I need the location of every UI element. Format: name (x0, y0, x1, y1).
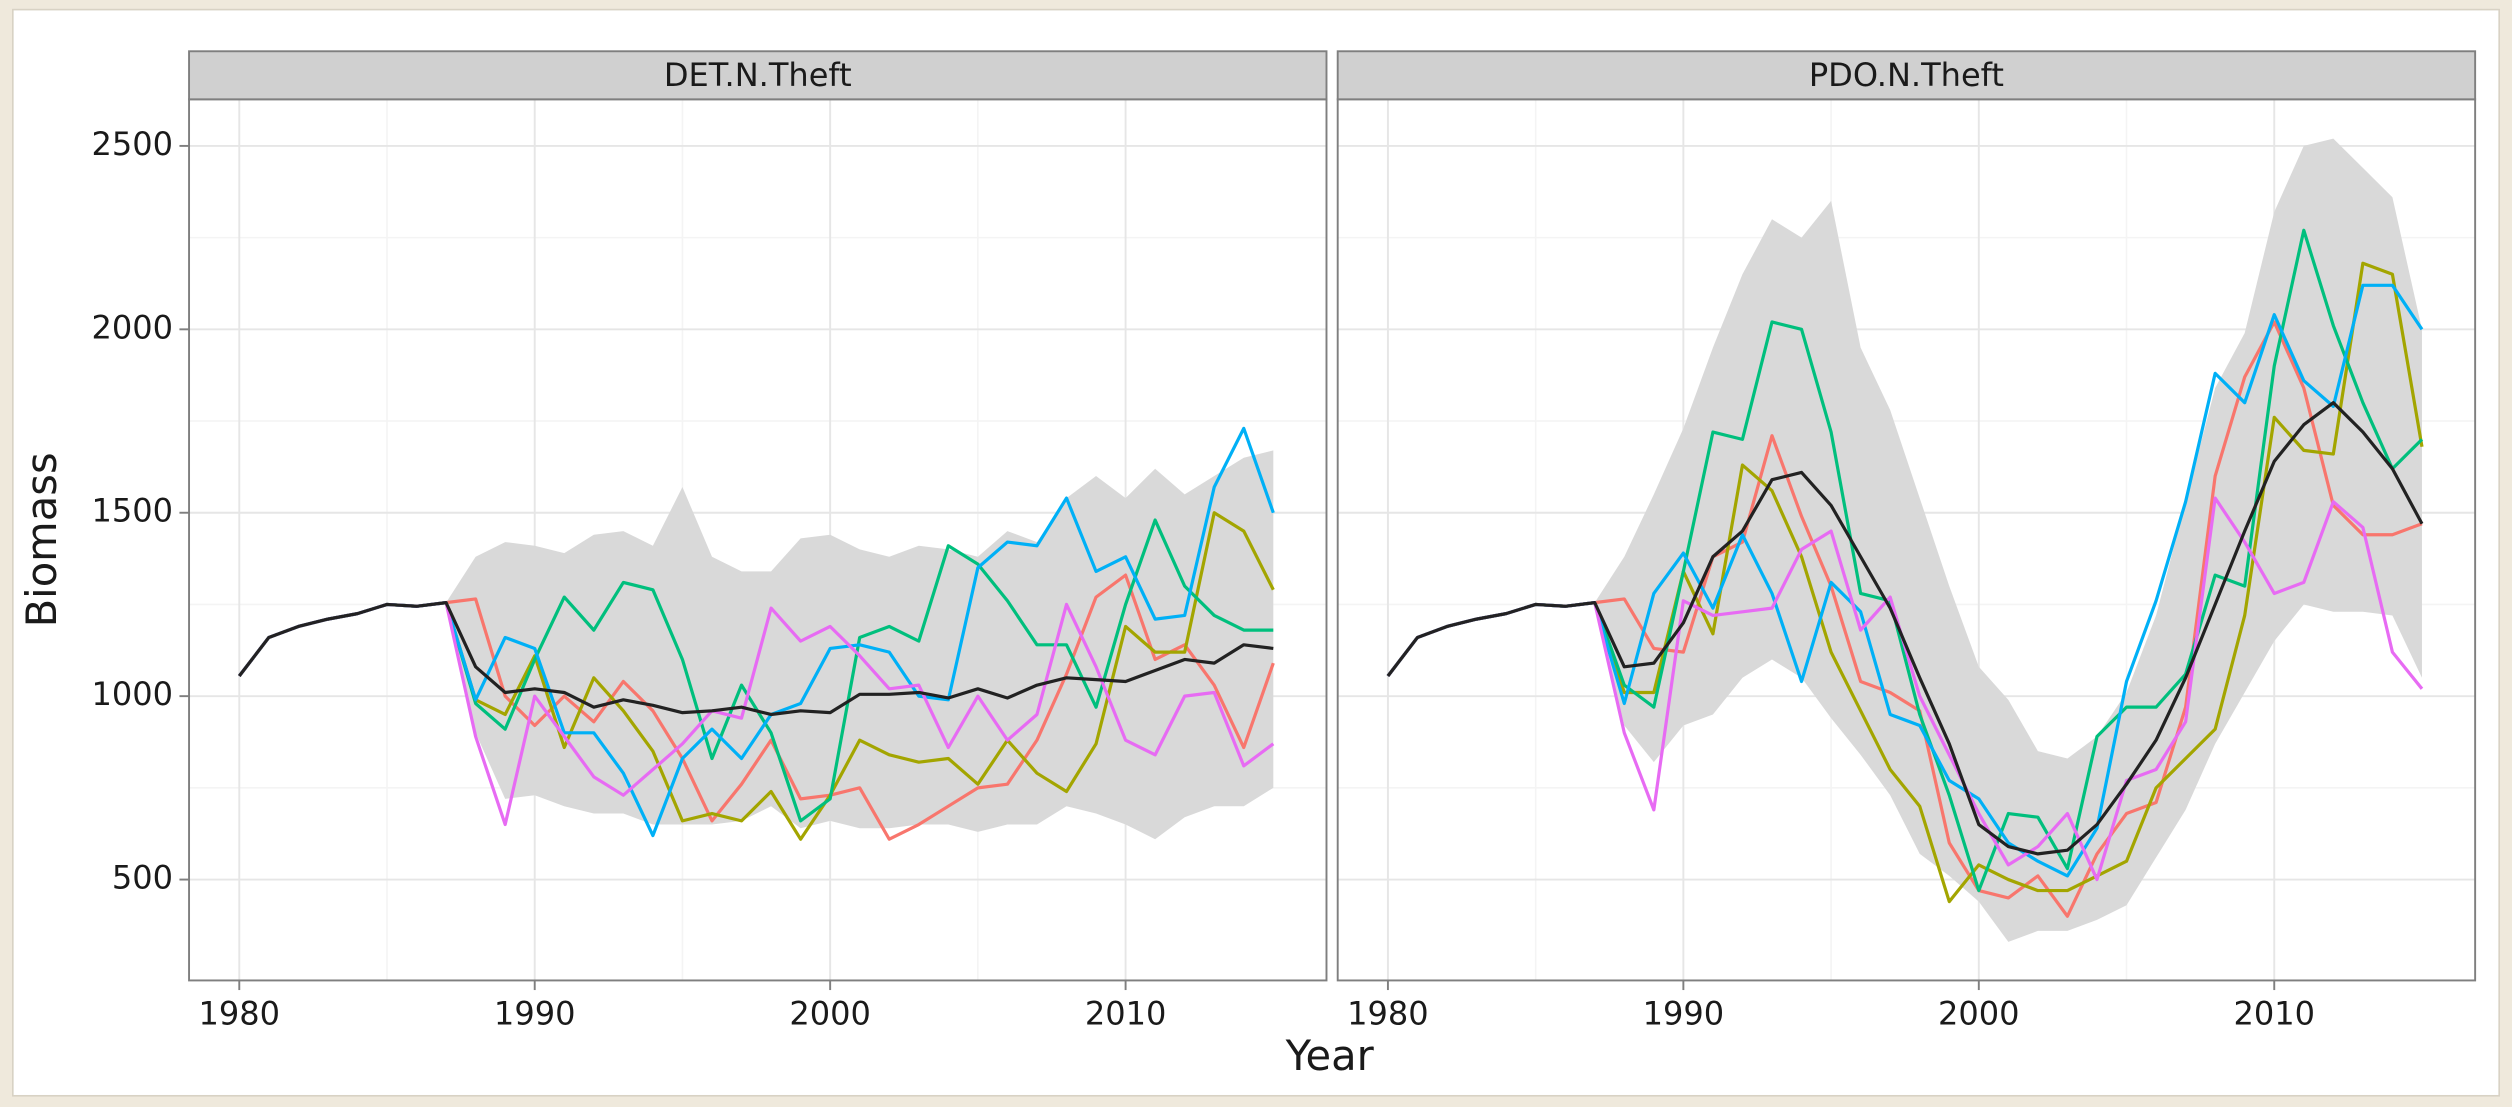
series-line (238, 601, 1274, 717)
y-tick-label: 500 (112, 859, 173, 897)
strip (1336, 50, 2477, 101)
y-axis-label: Biomass (17, 452, 66, 627)
y-tick-label: 2000 (91, 308, 173, 346)
strip (188, 50, 1328, 101)
x-tick-label: 1990 (1643, 995, 1725, 1033)
x-tick-label: 2000 (789, 995, 871, 1033)
y-tick-label: 1500 (91, 492, 173, 530)
x-axis-label: Year (1285, 1031, 1375, 1080)
ribbon (1594, 138, 2422, 942)
x-tick-label: 1980 (199, 995, 281, 1033)
x-tick-label: 2010 (1085, 995, 1167, 1033)
strip-title: DET.N.Theft (664, 56, 852, 94)
x-tick-label: 2010 (2233, 995, 2315, 1033)
x-tick-label: 1980 (1347, 995, 1429, 1033)
x-tick-label: 2000 (1938, 995, 2020, 1033)
series-line (1386, 401, 2424, 856)
strip-title: PDO.N.Theft (1809, 56, 2004, 94)
x-tick-label: 1990 (494, 995, 576, 1033)
y-tick-label: 1000 (91, 675, 173, 713)
y-tick-label: 2500 (91, 125, 173, 163)
